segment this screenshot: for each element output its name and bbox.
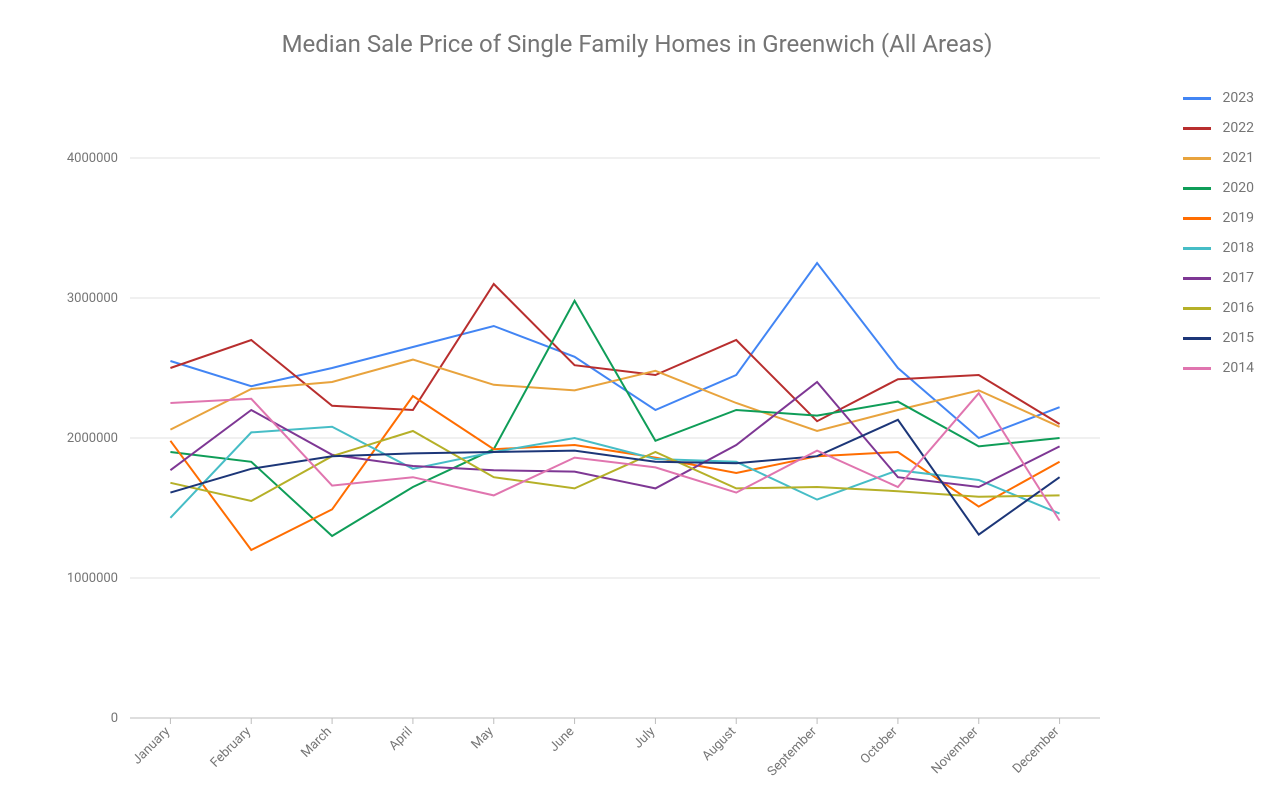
plot-area: 0 1000000 2000000 3000000 4000000 January Febr… <box>20 88 1254 802</box>
chart-title: Median Sale Price of Single Family Homes… <box>20 20 1254 88</box>
x-tick-label: November <box>929 724 982 777</box>
x-tick-label: June <box>547 724 578 755</box>
legend-item-2022: 2022 <box>1183 120 1254 136</box>
legend-label: 2015 <box>1223 330 1254 346</box>
legend-swatch <box>1183 307 1211 310</box>
series-line-2020 <box>170 301 1059 536</box>
x-tick-label: March <box>298 724 335 761</box>
x-tick-label: January <box>130 724 173 767</box>
y-tick-label: 3000000 <box>67 291 118 306</box>
legend: 2023 2022 2021 2020 2019 2018 2017 2016 … <box>1183 90 1254 390</box>
x-tick-label: July <box>631 724 658 751</box>
legend-swatch <box>1183 97 1211 100</box>
legend-item-2014: 2014 <box>1183 360 1254 376</box>
legend-swatch <box>1183 367 1211 370</box>
legend-item-2018: 2018 <box>1183 240 1254 256</box>
y-tick-label: 2000000 <box>67 431 118 446</box>
legend-swatch <box>1183 337 1211 340</box>
legend-label: 2017 <box>1223 270 1254 286</box>
legend-label: 2018 <box>1223 240 1254 256</box>
x-tick-label: August <box>699 724 739 764</box>
legend-item-2015: 2015 <box>1183 330 1254 346</box>
y-tick-label: 4000000 <box>67 151 118 166</box>
legend-item-2019: 2019 <box>1183 210 1254 226</box>
y-tick-label: 0 <box>111 711 118 726</box>
legend-label: 2022 <box>1223 120 1254 136</box>
legend-swatch <box>1183 247 1211 250</box>
x-tick-label: May <box>469 724 497 752</box>
chart-container: Median Sale Price of Single Family Homes… <box>20 20 1254 730</box>
legend-item-2020: 2020 <box>1183 180 1254 196</box>
legend-label: 2019 <box>1223 210 1254 226</box>
y-tick-label: 1000000 <box>67 571 118 586</box>
x-tick-label: December <box>1010 724 1063 777</box>
legend-item-2017: 2017 <box>1183 270 1254 286</box>
legend-item-2016: 2016 <box>1183 300 1254 316</box>
legend-label: 2020 <box>1223 180 1254 196</box>
legend-label: 2021 <box>1223 150 1254 166</box>
x-tick-label: October <box>858 724 901 767</box>
legend-item-2023: 2023 <box>1183 90 1254 106</box>
legend-swatch <box>1183 127 1211 130</box>
legend-swatch <box>1183 277 1211 280</box>
series-line-2016 <box>170 431 1059 501</box>
legend-swatch <box>1183 157 1211 160</box>
legend-label: 2023 <box>1223 90 1254 106</box>
legend-label: 2016 <box>1223 300 1254 316</box>
series-line-2023 <box>170 263 1059 438</box>
series-line-2015 <box>170 420 1059 535</box>
legend-item-2021: 2021 <box>1183 150 1254 166</box>
chart-svg: 0 1000000 2000000 3000000 4000000 January Febr… <box>20 88 1120 798</box>
x-tick-label: April <box>386 724 415 753</box>
x-tick-label: September <box>765 724 821 780</box>
legend-label: 2014 <box>1223 360 1254 376</box>
legend-swatch <box>1183 217 1211 220</box>
x-tick-label: February <box>208 724 254 770</box>
legend-swatch <box>1183 187 1211 190</box>
